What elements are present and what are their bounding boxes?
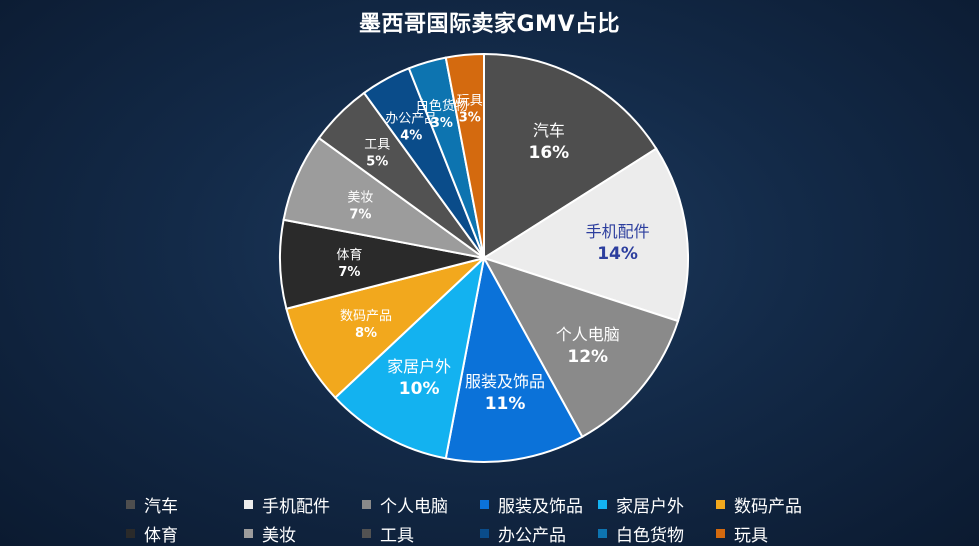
pie-slice [481,147,689,323]
slice-value-label: 11% [485,394,526,414]
pie-slice [444,255,584,463]
slice-value-label: 12% [567,347,608,367]
pie-slice [444,52,485,259]
slice-value-label: 8% [355,326,377,341]
legend-swatch [362,529,371,538]
legend-item: 体育 [126,521,244,546]
legend: 汽车 手机配件 个人电脑 服装及饰品 家居户外 数码产品体育 美妆 工具 办公产品 白色货物 玩具 [126,492,846,546]
legend-label: 玩具 [734,526,768,546]
legend-item: 工具 [362,521,480,546]
legend-item: 手机配件 [244,492,362,517]
slice-label: 家居户外 [387,357,451,376]
slice-label: 手机配件 [586,222,650,241]
legend-item: 汽车 [126,492,244,517]
legend-label: 家居户外 [616,497,684,517]
legend-swatch [480,500,489,509]
legend-label: 手机配件 [262,497,330,517]
pie-labels: 汽车 16% 手机配件 14% 个人电脑 12% 服装及饰品 11% 家居户外 10% 数码产品 8%… [336,94,649,414]
slice-value-label: 4% [400,129,422,144]
legend-label: 美妆 [262,526,296,546]
slice-value-label: 16% [529,143,570,163]
slice-value-label: 3% [431,116,453,131]
slice-label: 汽车 [533,121,565,140]
slice-label: 白色货物 [416,98,468,114]
legend-swatch [716,500,725,509]
legend-swatch [126,529,135,538]
slice-label: 服装及饰品 [465,372,545,391]
pie-slice [481,256,680,439]
slice-value-label: 7% [338,265,360,280]
legend-swatch [716,529,725,538]
legend-label: 服装及饰品 [498,497,583,517]
legend-label: 个人电脑 [380,497,448,517]
slice-value-label: 10% [399,379,440,399]
legend-item: 家居户外 [598,492,716,517]
legend-swatch [244,500,253,509]
legend-swatch [126,500,135,509]
legend-swatch [244,529,253,538]
pie-slice [285,257,485,400]
slice-value-label: 3% [459,111,481,126]
slice-label: 美妆 [347,191,373,206]
legend-label: 工具 [380,526,414,546]
pie-slice [333,255,486,460]
legend-label: 白色货物 [616,526,684,546]
legend-swatch [480,529,489,538]
legend-swatch [598,529,607,538]
pie-slices [279,52,689,463]
chart-title: 墨西哥国际卖家GMV占比 [359,12,620,37]
slice-label: 数码产品 [340,309,392,324]
legend-swatch [598,500,607,509]
slice-value-label: 14% [597,244,638,264]
slice-label: 体育 [336,247,362,263]
legend-item: 服装及饰品 [480,492,598,517]
legend-label: 数码产品 [734,497,802,517]
legend-item: 个人电脑 [362,492,480,517]
legend-item: 玩具 [716,521,834,546]
slice-value-label: 5% [366,154,388,169]
slice-label: 玩具 [457,94,483,109]
legend-item: 办公产品 [480,521,598,546]
pie-slice [483,52,658,260]
slice-label: 办公产品 [385,112,437,127]
legend-label: 体育 [144,526,178,546]
legend-item: 白色货物 [598,521,716,546]
slice-value-label: 7% [349,208,371,223]
legend-label: 汽车 [144,497,178,517]
legend-item: 美妆 [244,521,362,546]
slice-label: 个人电脑 [556,325,620,344]
legend-item: 数码产品 [716,492,834,517]
legend-label: 办公产品 [498,526,566,546]
slice-label: 工具 [364,137,390,152]
legend-swatch [362,500,371,509]
